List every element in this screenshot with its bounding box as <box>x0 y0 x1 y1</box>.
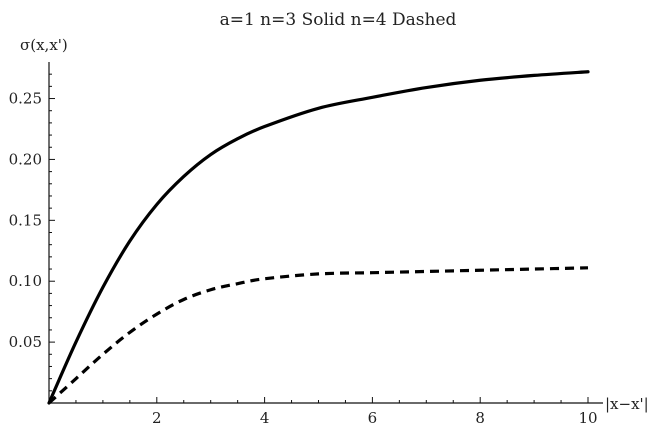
series-line-solid <box>47 70 590 405</box>
y-tick-label: 0.10 <box>9 272 42 290</box>
x-tick-label: 6 <box>368 409 378 424</box>
x-tick-label: 8 <box>475 409 485 424</box>
x-tick-label: 4 <box>260 409 270 424</box>
y-axis-label: σ(x,x') <box>20 36 68 54</box>
y-tick-label: 0.05 <box>9 333 42 351</box>
series-group <box>47 70 590 405</box>
series-line-dashed <box>47 266 589 405</box>
x-axis-label: |x−x'| <box>605 395 649 413</box>
y-tick-label: 0.15 <box>9 211 42 229</box>
x-tick-label: 10 <box>578 409 597 424</box>
chart-title: a=1 n=3 Solid n=4 Dashed <box>220 10 457 30</box>
axis-ticks: 2 4 6 8 10 0.05 0.10 0.15 0.20 0.25 <box>9 73 598 424</box>
y-tick-label: 0.20 <box>9 150 42 168</box>
x-tick-label: 2 <box>152 409 162 424</box>
y-tick-label: 0.25 <box>9 90 42 108</box>
